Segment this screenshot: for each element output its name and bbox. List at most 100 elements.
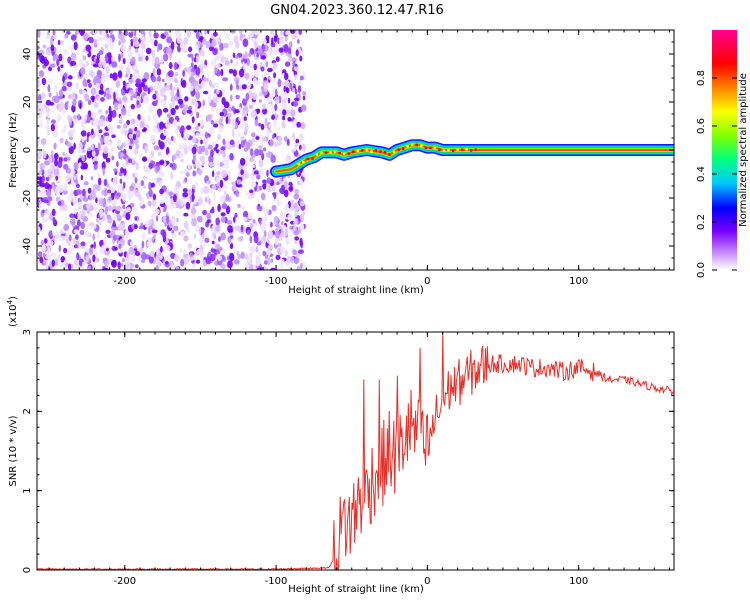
- noise-speck: [162, 78, 165, 83]
- noise-speck: [51, 195, 54, 203]
- noise-speck: [285, 155, 289, 163]
- noise-speck: [278, 135, 283, 144]
- noise-speck: [171, 233, 177, 239]
- noise-speck: [38, 251, 43, 258]
- noise-speck: [144, 166, 151, 173]
- noise-speck: [228, 68, 234, 74]
- noise-speck: [244, 72, 250, 80]
- noise-speck: [99, 36, 104, 41]
- noise-speck: [242, 174, 247, 179]
- noise-speck: [140, 180, 145, 187]
- noise-speck: [68, 263, 72, 270]
- noise-speck: [242, 61, 246, 70]
- noise-speck: [214, 67, 218, 74]
- noise-speck: [267, 67, 273, 73]
- noise-speck: [38, 201, 42, 210]
- noise-speck: [144, 220, 148, 228]
- noise-speck: [251, 138, 256, 143]
- noise-speck: [270, 221, 273, 228]
- noise-speck: [233, 259, 240, 265]
- noise-speck: [174, 84, 178, 92]
- noise-speck: [63, 157, 68, 162]
- noise-speck: [127, 108, 131, 117]
- noise-speck: [118, 30, 122, 35]
- noise-speck: [135, 172, 139, 178]
- noise-speck: [280, 92, 283, 98]
- signal-peak: [388, 153, 391, 157]
- noise-speck: [133, 72, 139, 77]
- noise-speck: [101, 244, 108, 250]
- noise-speck: [122, 57, 126, 65]
- noise-speck: [110, 147, 115, 153]
- noise-speck: [59, 69, 64, 78]
- noise-speck: [150, 213, 156, 219]
- noise-speck: [283, 212, 286, 221]
- signal-peak: [392, 150, 396, 154]
- noise-speck: [245, 92, 250, 101]
- noise-speck: [173, 97, 180, 102]
- noise-speck: [156, 75, 161, 83]
- snr-y-multiplier-close: ): [8, 296, 19, 300]
- noise-speck: [152, 124, 157, 134]
- noise-speck: [179, 170, 186, 175]
- noise-speck: [106, 214, 111, 220]
- noise-speck: [220, 68, 224, 77]
- noise-speck: [165, 123, 170, 129]
- snr-y-multiplier-exponent: 4: [6, 299, 14, 304]
- noise-speck: [258, 218, 262, 225]
- noise-speck: [202, 216, 208, 223]
- noise-speck: [143, 95, 149, 104]
- noise-speck: [91, 143, 94, 151]
- noise-speck: [227, 117, 231, 125]
- noise-speck: [111, 56, 115, 62]
- noise-speck: [176, 149, 180, 154]
- noise-speck: [219, 179, 224, 188]
- noise-speck: [208, 92, 211, 101]
- spectrogram-signal-layer: [270, 139, 674, 178]
- noise-speck: [302, 211, 306, 216]
- noise-speck: [240, 169, 244, 176]
- noise-speck: [167, 153, 170, 158]
- noise-speck: [39, 182, 46, 188]
- noise-speck: [139, 247, 144, 255]
- noise-speck: [170, 171, 173, 180]
- noise-speck: [39, 256, 44, 264]
- noise-speck: [192, 204, 195, 213]
- noise-speck: [196, 249, 202, 257]
- noise-speck: [260, 223, 267, 232]
- noise-speck: [63, 223, 70, 231]
- noise-speck: [251, 92, 258, 101]
- noise-speck: [38, 70, 45, 78]
- noise-speck: [248, 52, 252, 58]
- signal-peak: [424, 146, 428, 150]
- noise-speck: [293, 230, 299, 236]
- noise-speck: [126, 83, 130, 89]
- noise-speck: [123, 149, 127, 155]
- noise-speck: [139, 153, 143, 159]
- noise-speck: [179, 267, 186, 270]
- noise-speck: [154, 90, 158, 95]
- noise-speck: [132, 133, 137, 141]
- noise-speck: [271, 204, 277, 212]
- noise-speck: [265, 61, 269, 68]
- noise-speck: [217, 52, 222, 59]
- noise-speck: [249, 245, 256, 254]
- noise-speck: [291, 57, 297, 63]
- noise-speck: [150, 150, 154, 158]
- noise-speck: [258, 168, 264, 177]
- noise-speck: [268, 123, 272, 129]
- spectrogram-noise-layer: [37, 30, 307, 270]
- noise-speck: [133, 126, 138, 132]
- noise-speck: [146, 241, 151, 248]
- noise-speck: [203, 185, 209, 195]
- noise-speck: [77, 113, 81, 121]
- noise-speck: [216, 88, 220, 95]
- noise-speck: [188, 144, 192, 151]
- noise-speck: [294, 188, 299, 195]
- noise-speck: [240, 139, 245, 148]
- noise-speck: [141, 240, 145, 249]
- noise-speck: [135, 118, 140, 127]
- noise-speck: [113, 91, 116, 101]
- signal-peak: [474, 148, 478, 152]
- noise-speck: [168, 62, 173, 69]
